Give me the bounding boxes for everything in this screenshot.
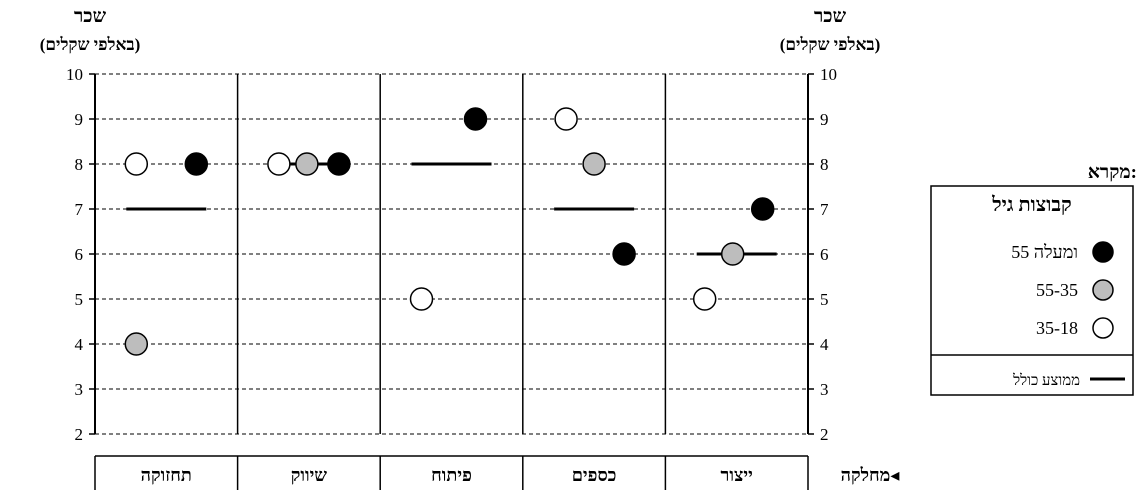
legend-average-label: ממוצע כולל [1012, 372, 1080, 389]
legend-items: 55 ומעלה 55-35 35-18 ממוצע כולל [1011, 241, 1125, 389]
legend: מקרא: קבוצות גיל 55 ומעלה 55-35 35-18 ממוצע… [930, 162, 1137, 396]
data-point-black [184, 152, 209, 176]
category-labels-layer: תחזוקה שיווק פיתוח כספים ייצור [94, 455, 809, 490]
category-label: כספים [572, 465, 617, 485]
y-tick-label-right: 6 [820, 245, 829, 264]
y-tick-label-left: 9 [75, 110, 84, 129]
axes-layer [94, 74, 809, 434]
ticks-layer: 2 2 3 3 4 4 5 5 6 6 7 7 8 8 9 9 10 10 [66, 65, 837, 444]
points-layer [124, 107, 775, 356]
data-point-white [409, 287, 434, 311]
y-tick-label-left: 8 [75, 155, 84, 174]
y-tick-label-left: 3 [75, 380, 84, 399]
data-point-white [124, 152, 149, 176]
category-label: תחזוקה [141, 465, 192, 485]
y-axis-title-right: שכר [814, 6, 847, 27]
category-label: ייצור [721, 465, 753, 485]
y-tick-label-right: 3 [820, 380, 829, 399]
y-tick-label-left: 5 [75, 290, 84, 309]
y-axis-title-left: שכר [74, 6, 107, 27]
category-label: פיתוח [431, 465, 472, 485]
legend-marker-white [1092, 317, 1114, 339]
y-axis-subtitle-right: (באלפי שקלים) [780, 35, 881, 54]
category-label: שיווק [291, 465, 328, 485]
legend-marker-gray [1092, 279, 1114, 301]
y-tick-label-left: 10 [66, 65, 83, 84]
y-tick-label-right: 2 [820, 425, 829, 444]
legend-label: 55-35 [1036, 280, 1078, 300]
data-point-black [327, 152, 351, 176]
x-axis-label: מחלקה◂ [841, 465, 900, 485]
data-point-gray [124, 332, 149, 356]
data-point-gray [582, 152, 606, 176]
y-tick-label-left: 4 [75, 335, 84, 354]
y-tick-label-right: 4 [820, 335, 829, 354]
y-axis-subtitle-left: (באלפי שקלים) [40, 35, 141, 54]
data-point-gray [720, 242, 745, 266]
data-point-white [692, 287, 717, 311]
data-point-white [267, 152, 291, 176]
data-point-black [750, 197, 775, 221]
legend-marker-black [1092, 241, 1114, 263]
legend-box [930, 185, 1134, 396]
legend-label: 35-18 [1036, 318, 1078, 338]
y-tick-label-left: 6 [75, 245, 84, 264]
y-tick-label-right: 9 [820, 110, 829, 129]
legend-title: קבוצות גיל [991, 194, 1071, 216]
y-tick-label-left: 2 [75, 425, 84, 444]
y-tick-label-right: 7 [820, 200, 829, 219]
data-point-white [554, 107, 578, 131]
data-point-gray [295, 152, 319, 176]
y-tick-label-right: 8 [820, 155, 829, 174]
y-tick-label-right: 5 [820, 290, 829, 309]
legend-heading: מקרא: [1088, 162, 1137, 183]
data-point-black [612, 242, 636, 266]
legend-label: 55 ומעלה [1011, 242, 1078, 262]
y-tick-label-left: 7 [75, 200, 84, 219]
y-tick-label-right: 10 [820, 65, 837, 84]
data-point-black [463, 107, 488, 131]
